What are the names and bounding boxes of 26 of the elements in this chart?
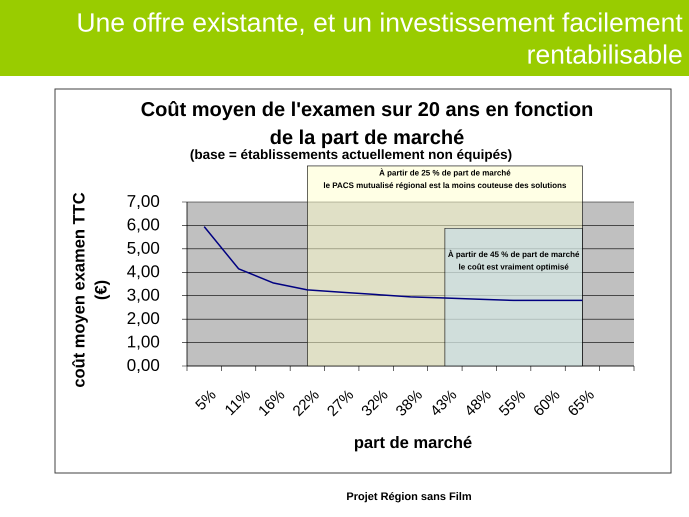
y-tick-label: 0,00	[127, 358, 160, 374]
chart-title: Coût moyen de l'examen sur 20 ans en fonction de la part de marché	[142, 101, 592, 148]
text: Projet Région sans Film	[347, 492, 471, 502]
x-tick-label: 60%	[534, 390, 560, 416]
y-tick-label: 5,00	[127, 242, 160, 256]
x-tick-label: 65%	[568, 390, 594, 416]
y-tick-label: 2,00	[128, 312, 160, 326]
x-tick-label: 43%	[432, 390, 456, 416]
y-tick-label: 4,00	[127, 265, 160, 280]
band-label: À partir de 45 % de part de marché le coût est vraiment optimisé	[448, 250, 580, 272]
y-axis-title: coût moyen examen TTC (€)	[72, 192, 110, 388]
x-tick-label: 55%	[498, 390, 525, 416]
x-tick-label: 16%	[259, 390, 284, 416]
x-tick-label: 48%	[466, 390, 491, 416]
chart-subtitle: (base = établissements actuellement non équipés)	[190, 149, 512, 162]
x-tick-label: 32%	[362, 390, 388, 416]
x-axis-title: part de marché	[354, 436, 472, 452]
text: Une offre existante, et un investissement facilement rentabilisable	[78, 12, 683, 64]
x-tick-label: 11%	[226, 390, 250, 416]
y-tick-label: 1,00	[128, 336, 160, 350]
y-tick-label: 3,00	[127, 288, 160, 303]
x-tick-label: 38%	[396, 390, 422, 416]
y-tick-label: 6,00	[128, 218, 160, 232]
y-tick-label: 7,00	[128, 194, 160, 210]
x-tick-label: 5%	[195, 390, 216, 410]
band-label: À partir de 25 % de part de marché le PACS mutualisé régional est la moins couteuse des solutions	[324, 168, 566, 190]
